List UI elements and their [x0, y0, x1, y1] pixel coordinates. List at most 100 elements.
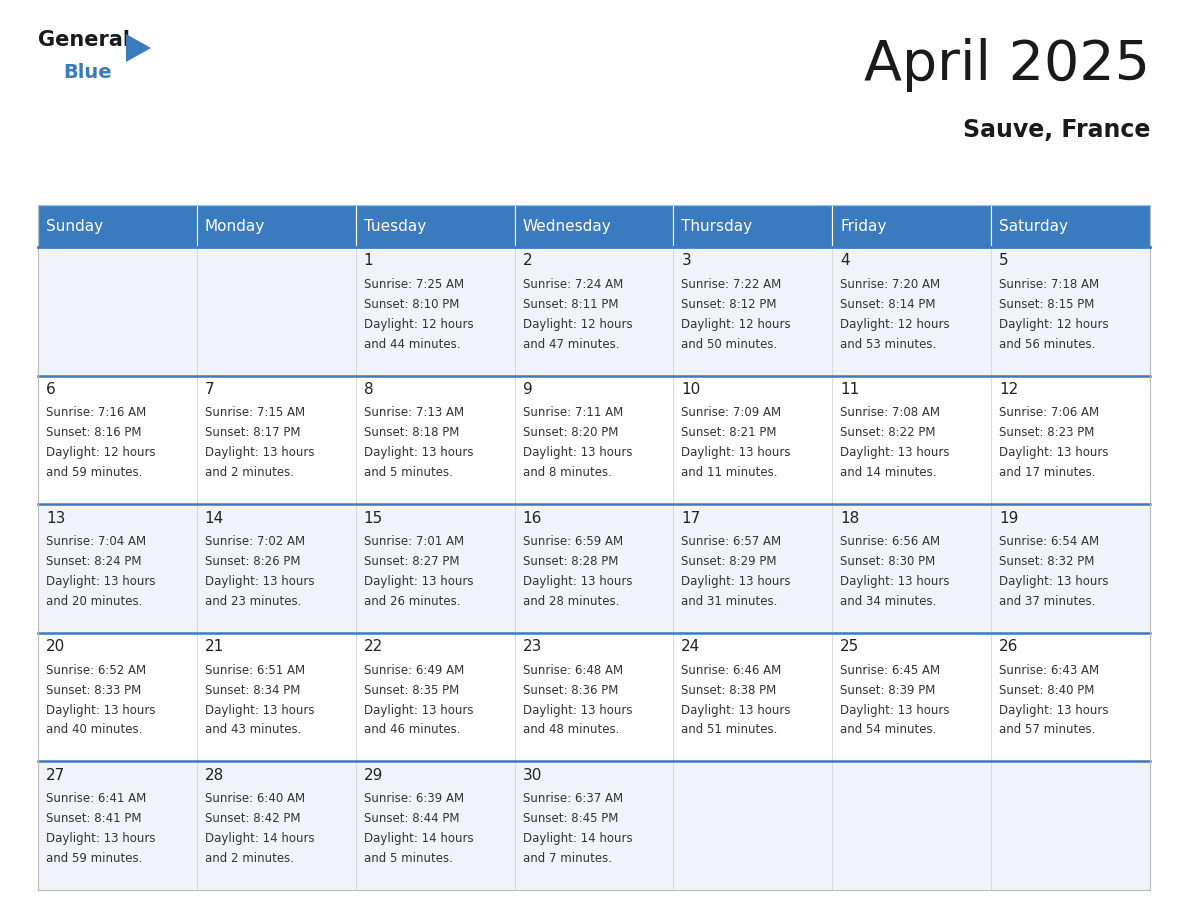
Text: Sunset: 8:29 PM: Sunset: 8:29 PM	[682, 555, 777, 568]
Text: Daylight: 13 hours: Daylight: 13 hours	[46, 575, 156, 588]
Text: 22: 22	[364, 639, 383, 655]
Text: Sunrise: 7:01 AM: Sunrise: 7:01 AM	[364, 535, 463, 548]
Text: Sunrise: 7:09 AM: Sunrise: 7:09 AM	[682, 407, 782, 420]
Text: Sunrise: 6:48 AM: Sunrise: 6:48 AM	[523, 664, 623, 677]
Text: 30: 30	[523, 767, 542, 783]
Text: 2: 2	[523, 253, 532, 268]
Text: and 7 minutes.: and 7 minutes.	[523, 852, 612, 865]
Text: General: General	[38, 30, 129, 50]
Text: Sunset: 8:20 PM: Sunset: 8:20 PM	[523, 426, 618, 440]
Text: and 31 minutes.: and 31 minutes.	[682, 595, 778, 608]
Text: and 40 minutes.: and 40 minutes.	[46, 723, 143, 736]
Bar	[197, 205, 355, 247]
Text: Wednesday: Wednesday	[523, 218, 612, 233]
Text: Sunrise: 6:51 AM: Sunrise: 6:51 AM	[204, 664, 305, 677]
Text: Daylight: 13 hours: Daylight: 13 hours	[999, 703, 1108, 717]
Text: and 20 minutes.: and 20 minutes.	[46, 595, 143, 608]
Text: Sunrise: 6:46 AM: Sunrise: 6:46 AM	[682, 664, 782, 677]
Text: Sunrise: 7:02 AM: Sunrise: 7:02 AM	[204, 535, 305, 548]
Text: Sunrise: 7:16 AM: Sunrise: 7:16 AM	[46, 407, 146, 420]
Text: 25: 25	[840, 639, 859, 655]
Bar	[355, 375, 514, 504]
Text: Sunset: 8:42 PM: Sunset: 8:42 PM	[204, 812, 301, 825]
Bar	[991, 504, 1150, 633]
Bar	[38, 504, 197, 633]
Text: Sunset: 8:39 PM: Sunset: 8:39 PM	[840, 684, 936, 697]
Text: Daylight: 13 hours: Daylight: 13 hours	[204, 575, 315, 588]
Text: Daylight: 13 hours: Daylight: 13 hours	[364, 575, 473, 588]
Text: Sunset: 8:21 PM: Sunset: 8:21 PM	[682, 426, 777, 440]
Bar	[355, 504, 514, 633]
Text: Daylight: 13 hours: Daylight: 13 hours	[364, 446, 473, 459]
Text: Sunset: 8:38 PM: Sunset: 8:38 PM	[682, 684, 777, 697]
Bar	[991, 247, 1150, 375]
Text: April 2025: April 2025	[864, 38, 1150, 92]
Text: and 43 minutes.: and 43 minutes.	[204, 723, 302, 736]
Text: Saturday: Saturday	[999, 218, 1068, 233]
Text: 1: 1	[364, 253, 373, 268]
Text: Sunset: 8:15 PM: Sunset: 8:15 PM	[999, 297, 1094, 311]
Text: Daylight: 13 hours: Daylight: 13 hours	[523, 575, 632, 588]
Text: Sunrise: 7:11 AM: Sunrise: 7:11 AM	[523, 407, 623, 420]
Text: and 50 minutes.: and 50 minutes.	[682, 338, 778, 351]
Text: 18: 18	[840, 510, 859, 526]
Text: 21: 21	[204, 639, 225, 655]
Text: Sunrise: 6:37 AM: Sunrise: 6:37 AM	[523, 792, 623, 805]
Text: Tuesday: Tuesday	[364, 218, 426, 233]
Text: Daylight: 12 hours: Daylight: 12 hours	[46, 446, 156, 459]
Text: 16: 16	[523, 510, 542, 526]
Text: Daylight: 13 hours: Daylight: 13 hours	[46, 703, 156, 717]
Text: and 11 minutes.: and 11 minutes.	[682, 466, 778, 479]
Text: 8: 8	[364, 382, 373, 397]
Bar	[38, 375, 197, 504]
Text: and 17 minutes.: and 17 minutes.	[999, 466, 1095, 479]
Text: Sunrise: 6:52 AM: Sunrise: 6:52 AM	[46, 664, 146, 677]
Bar	[833, 504, 991, 633]
Text: 17: 17	[682, 510, 701, 526]
Bar	[991, 633, 1150, 761]
Polygon shape	[126, 34, 151, 62]
Text: 9: 9	[523, 382, 532, 397]
Text: Sunrise: 7:22 AM: Sunrise: 7:22 AM	[682, 278, 782, 291]
Text: and 26 minutes.: and 26 minutes.	[364, 595, 460, 608]
Text: 27: 27	[46, 767, 65, 783]
Bar	[514, 633, 674, 761]
Text: and 57 minutes.: and 57 minutes.	[999, 723, 1095, 736]
Bar	[674, 504, 833, 633]
Text: Sunrise: 6:41 AM: Sunrise: 6:41 AM	[46, 792, 146, 805]
Text: Sunset: 8:32 PM: Sunset: 8:32 PM	[999, 555, 1094, 568]
Text: 20: 20	[46, 639, 65, 655]
Text: Daylight: 13 hours: Daylight: 13 hours	[682, 703, 791, 717]
Bar	[514, 205, 674, 247]
Text: 12: 12	[999, 382, 1018, 397]
Bar	[833, 761, 991, 890]
Text: Sunday: Sunday	[46, 218, 103, 233]
Text: 3: 3	[682, 253, 691, 268]
Text: and 48 minutes.: and 48 minutes.	[523, 723, 619, 736]
Text: 11: 11	[840, 382, 859, 397]
Bar	[833, 633, 991, 761]
Text: Sunrise: 6:43 AM: Sunrise: 6:43 AM	[999, 664, 1099, 677]
Text: Sunrise: 6:40 AM: Sunrise: 6:40 AM	[204, 792, 305, 805]
Text: Daylight: 13 hours: Daylight: 13 hours	[682, 575, 791, 588]
Bar	[38, 633, 197, 761]
Text: Friday: Friday	[840, 218, 886, 233]
Text: Daylight: 13 hours: Daylight: 13 hours	[840, 575, 949, 588]
Text: and 47 minutes.: and 47 minutes.	[523, 338, 619, 351]
Bar	[197, 375, 355, 504]
Text: and 53 minutes.: and 53 minutes.	[840, 338, 936, 351]
Text: Sunset: 8:12 PM: Sunset: 8:12 PM	[682, 297, 777, 311]
Text: Sunset: 8:41 PM: Sunset: 8:41 PM	[46, 812, 141, 825]
Text: and 51 minutes.: and 51 minutes.	[682, 723, 778, 736]
Text: Sunrise: 6:45 AM: Sunrise: 6:45 AM	[840, 664, 941, 677]
Text: and 8 minutes.: and 8 minutes.	[523, 466, 612, 479]
Text: Sunrise: 7:15 AM: Sunrise: 7:15 AM	[204, 407, 305, 420]
Text: Sunrise: 7:18 AM: Sunrise: 7:18 AM	[999, 278, 1099, 291]
Text: Sunset: 8:35 PM: Sunset: 8:35 PM	[364, 684, 459, 697]
Bar	[197, 761, 355, 890]
Text: Sunrise: 7:25 AM: Sunrise: 7:25 AM	[364, 278, 463, 291]
Text: 10: 10	[682, 382, 701, 397]
Text: and 28 minutes.: and 28 minutes.	[523, 595, 619, 608]
Text: and 34 minutes.: and 34 minutes.	[840, 595, 936, 608]
Bar	[514, 761, 674, 890]
